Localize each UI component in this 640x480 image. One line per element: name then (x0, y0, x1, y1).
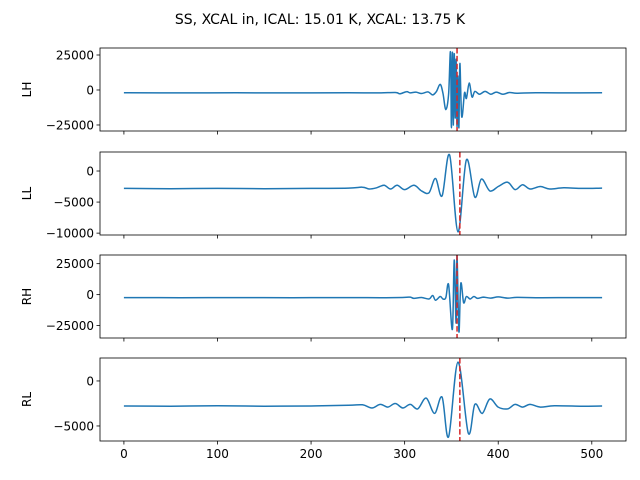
axes-frame (99, 47, 627, 132)
y-axis-label: RL (20, 392, 34, 407)
axes-frame (99, 151, 627, 236)
series-line-lh (123, 51, 603, 129)
y-tick-label: 0 (86, 374, 94, 388)
series-line-rl (123, 361, 603, 438)
series-line-rh (123, 255, 603, 333)
axes-frame (99, 254, 627, 339)
y-tick-label: −25000 (46, 319, 94, 333)
y-tick-label: 25000 (56, 48, 94, 62)
x-tick-label: 100 (206, 447, 229, 461)
y-tick-label: −10000 (46, 227, 94, 241)
axes-frame (99, 357, 627, 442)
y-axis-label: LL (20, 187, 34, 201)
y-axis-label: RH (20, 288, 34, 305)
x-tick-label: 300 (393, 447, 416, 461)
figure-title: SS, XCAL in, ICAL: 15.01 K, XCAL: 13.75 … (175, 12, 466, 28)
y-tick-label: −5000 (53, 419, 94, 433)
series-line-ll (123, 154, 603, 233)
subplot-rh: 25000 0 −25000 RH (20, 254, 627, 342)
subplot-ll: 0 −5000 −10000 LL (20, 151, 627, 241)
x-tick-label: 200 (300, 447, 323, 461)
y-tick-label: 0 (86, 165, 94, 179)
y-tick-label: −25000 (46, 118, 94, 132)
y-tick-label: 25000 (56, 257, 94, 271)
y-tick-label: −5000 (53, 196, 94, 210)
x-tick-label: 500 (580, 447, 603, 461)
y-axis-label: LH (20, 82, 34, 98)
y-tick-label: 0 (86, 288, 94, 302)
subplot-rl: 0 100 200 300 400 500 0 −5000 RL (20, 357, 627, 461)
x-tick-label: 400 (487, 447, 510, 461)
subplot-lh: 25000 0 −25000 LH (20, 47, 627, 135)
y-tick-label: 0 (86, 83, 94, 97)
x-tick-label: 0 (120, 447, 128, 461)
